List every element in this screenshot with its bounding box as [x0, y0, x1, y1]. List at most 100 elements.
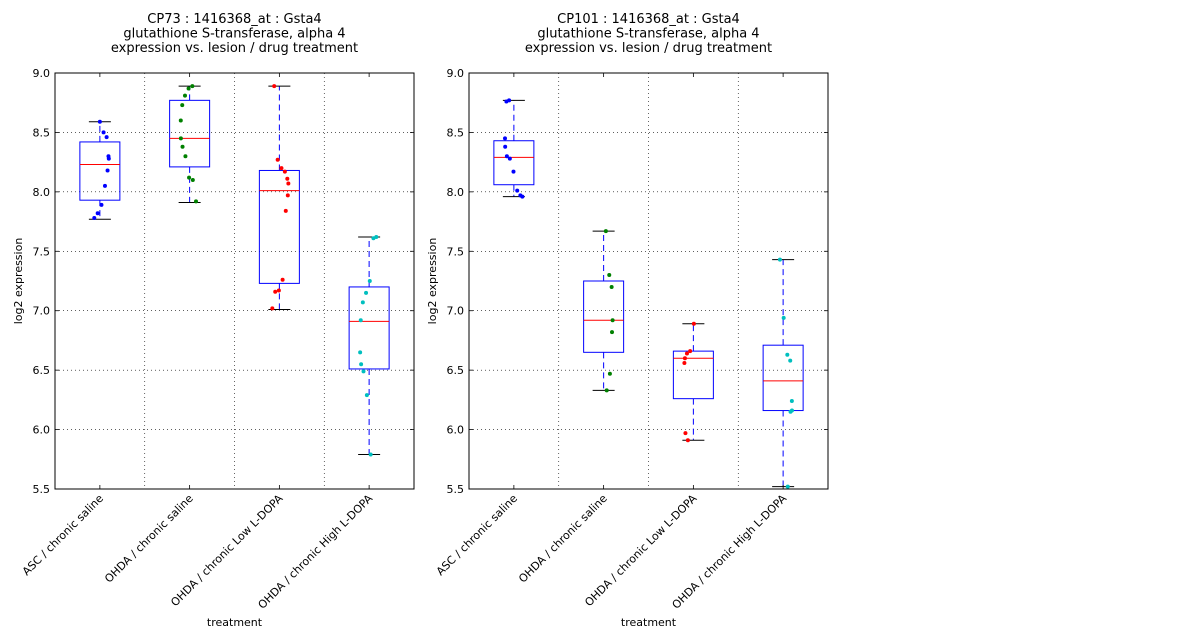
chart-1-data-point — [193, 199, 198, 204]
chart-2-data-point — [504, 99, 509, 104]
chart-1-box — [348, 286, 390, 370]
chart-2-data-point — [785, 352, 790, 357]
chart-2-ytick-label: 8.5 — [447, 126, 465, 139]
chart-2-data-point — [688, 349, 693, 354]
chart-1-ytick-label: 7.0 — [33, 305, 51, 318]
chart-2-data-point — [610, 318, 615, 323]
chart-1-box — [258, 169, 300, 284]
chart-1-data-point — [95, 211, 100, 216]
chart-1-xlabel: treatment — [207, 616, 263, 629]
chart-1-data-point — [182, 93, 187, 98]
chart-1-data-point — [358, 318, 363, 323]
chart-2-title-line: glutathione S-transferase, alpha 4 — [537, 27, 759, 42]
chart-1-data-point — [276, 288, 281, 293]
chart-1-data-point — [183, 154, 188, 159]
chart-1-data-point — [273, 289, 278, 294]
chart-1-data-point — [270, 306, 275, 311]
chart-2-data-point — [682, 361, 687, 366]
chart-1-data-point — [180, 103, 185, 108]
chart-2-ytick-label: 8.0 — [447, 186, 465, 199]
chart-1-data-point — [190, 177, 195, 182]
chart-2-data-point — [781, 315, 786, 320]
chart-1-data-point — [360, 300, 365, 305]
chart-1-data-point — [282, 169, 287, 174]
chart-1-data-point — [358, 350, 363, 355]
chart-1-data-point — [359, 362, 364, 367]
chart-1-data-point — [371, 236, 376, 241]
chart-1-axes-frame — [54, 72, 415, 490]
chart-2-data-point — [777, 257, 782, 262]
chart-2-ylabel: log2 expression — [426, 238, 439, 325]
chart-1-xtick-label: ASC / chronic saline — [20, 492, 106, 578]
chart-2-data-point — [504, 154, 509, 159]
chart-2-data-point — [788, 409, 793, 414]
chart-2-data-point — [610, 330, 615, 335]
chart-1-data-point — [368, 452, 373, 457]
chart-1-data-point — [180, 144, 185, 149]
chart-2-data-point — [683, 431, 688, 436]
chart-1-data-point — [272, 84, 277, 89]
chart-2-ytick-label: 5.5 — [447, 483, 465, 496]
chart-1-title-line: expression vs. lesion / drug treatment — [111, 41, 358, 56]
chart-2-data-point — [503, 144, 508, 149]
chart-2-data-point — [691, 321, 696, 326]
chart-2-data-point — [604, 388, 609, 393]
chart-1-ytick-label: 5.5 — [33, 483, 51, 496]
chart-1-ytick-label: 6.0 — [33, 424, 51, 437]
chart-1-ytick-label: 7.5 — [33, 245, 51, 258]
chart-2-ytick-label: 9.0 — [447, 67, 465, 80]
chart-2-data-point — [515, 188, 520, 193]
chart-1-data-point — [285, 193, 290, 198]
chart-1-xtick-label: OHDA / chronic saline — [102, 492, 196, 586]
chart-1-data-point — [186, 86, 191, 91]
chart-1-ylabel: log2 expression — [12, 238, 25, 325]
chart-2-data-point — [603, 229, 608, 234]
chart-2-data-point — [507, 156, 512, 161]
chart-2-ytick-label: 7.0 — [447, 305, 465, 318]
chart-1-ytick-label: 8.5 — [33, 126, 51, 139]
chart-2-data-point — [520, 194, 525, 199]
chart-1-ytick-label: 6.5 — [33, 364, 51, 377]
chart-1-ytick-label: 8.0 — [33, 186, 51, 199]
chart-2-box — [583, 280, 625, 353]
chart-1-data-point — [367, 279, 372, 283]
chart-2-data-point — [607, 371, 612, 376]
chart-2-data-point — [511, 169, 516, 174]
chart-1-data-point — [286, 181, 291, 186]
chart-2-xtick-label: ASC / chronic saline — [434, 492, 520, 578]
chart-2-data-point — [685, 438, 690, 443]
chart-1-data-point — [279, 166, 284, 171]
chart-1-data-point — [285, 176, 290, 181]
chart-2-title-line: CP101 : 1416368_at : Gsta4 — [557, 12, 740, 27]
chart-2-axes-frame — [468, 72, 829, 490]
chart-1-data-point — [275, 157, 280, 162]
chart-2-data-point — [682, 356, 687, 361]
chart-1-data-point — [102, 183, 107, 188]
chart-2-box — [762, 344, 804, 412]
chart-2-xtick-label: OHDA / chronic saline — [516, 492, 610, 586]
chart-2-ytick-label: 6.5 — [447, 364, 465, 377]
chart-1-data-point — [104, 135, 109, 140]
chart-1-data-point — [187, 175, 192, 180]
chart-1-data-point — [178, 136, 183, 141]
chart-1-title-line: CP73 : 1416368_at : Gsta4 — [147, 12, 321, 27]
chart-1-data-point — [361, 369, 366, 374]
chart-1-data-point — [105, 168, 110, 173]
chart-2-xlabel: treatment — [621, 616, 677, 629]
chart-1-data-point — [97, 119, 102, 124]
chart-1-data-point — [101, 130, 106, 135]
chart-2-ytick-label: 6.0 — [447, 424, 465, 437]
chart-1-data-point — [283, 208, 288, 213]
chart-1-data-point — [190, 84, 195, 89]
chart-2-box — [672, 350, 714, 400]
chart-2-title-line: expression vs. lesion / drug treatment — [525, 41, 772, 56]
chart-1-box — [79, 141, 121, 201]
chart-2-data-point — [609, 284, 614, 289]
chart-2-data-point — [785, 484, 790, 489]
chart-2-data-point — [502, 136, 507, 141]
chart-1-box — [169, 99, 211, 168]
chart-2-data-point — [684, 351, 689, 356]
